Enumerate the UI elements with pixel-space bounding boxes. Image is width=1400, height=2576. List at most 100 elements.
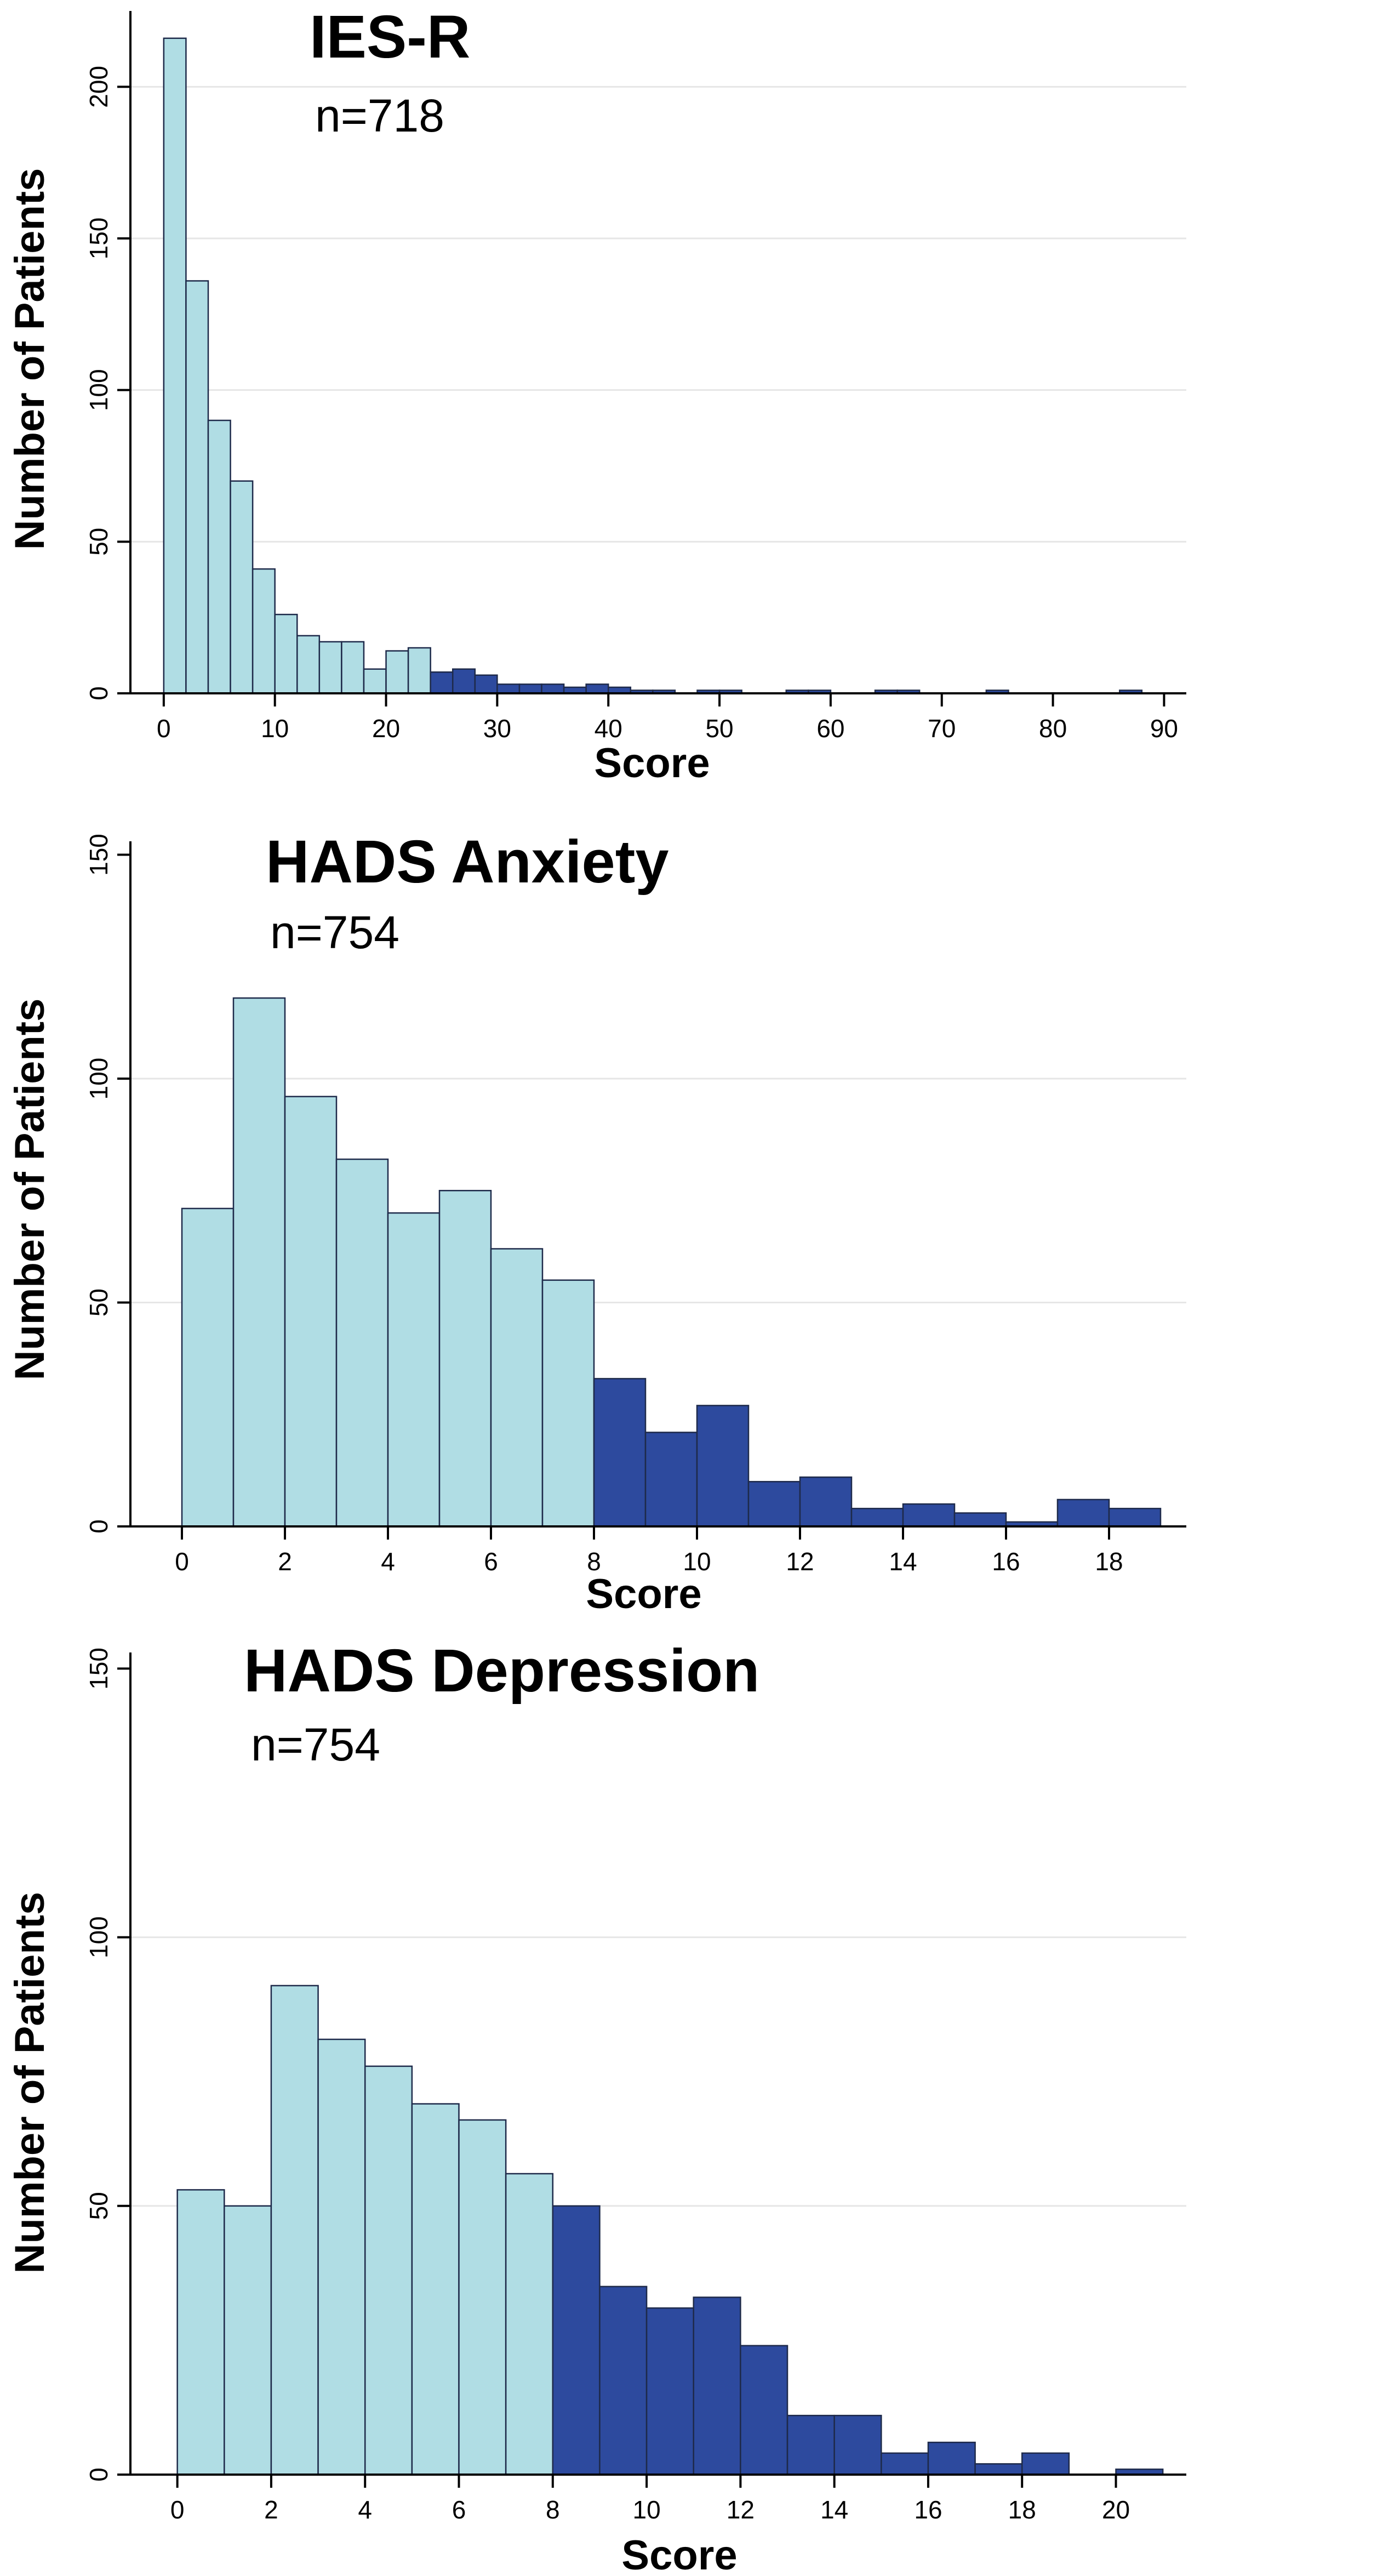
hads-depression-bar xyxy=(645,2307,694,2476)
hads-depression-bar xyxy=(974,2463,1023,2476)
ies-r-x-tick-label: 70 xyxy=(928,714,956,743)
hads-depression-y-axis-title: Number of Patients xyxy=(7,1892,53,2274)
hads-depression-bar xyxy=(317,2038,366,2476)
hads-depression-bar xyxy=(740,2345,788,2476)
ies-r-bar xyxy=(430,671,454,694)
hads-depression-bar xyxy=(881,2452,929,2476)
ies-r-bar xyxy=(474,674,498,694)
hads-depression-subtitle: n=754 xyxy=(251,1719,380,1770)
hads-anxiety-bar xyxy=(1108,1508,1162,1528)
hads-anxiety-y-tick-label: 0 xyxy=(84,1519,113,1534)
ies-r-x-tick-label: 80 xyxy=(1039,714,1067,743)
ies-r-bar xyxy=(185,280,209,694)
hads-depression-bars xyxy=(176,1985,1164,2476)
ies-r-bar xyxy=(385,650,409,694)
ies-r-y-ticks: 0 50 100 150 200 xyxy=(84,66,130,700)
hads-depression-x-axis-title: Score xyxy=(621,2532,737,2576)
hads-depression-title: HADS Depression xyxy=(244,1637,759,1705)
hads-depression-bar xyxy=(693,2296,741,2476)
hads-anxiety-y-tick-label: 150 xyxy=(84,834,113,876)
ies-r-bar xyxy=(518,683,542,694)
hads-depression-x-tick-label: 14 xyxy=(820,2495,848,2524)
hads-anxiety-bar xyxy=(335,1158,389,1528)
ies-r-bar xyxy=(207,419,231,694)
hads-depression-y-tick-label: 0 xyxy=(84,2467,113,2482)
hads-anxiety-y-tick-label: 50 xyxy=(84,1289,113,1317)
hads-depression-y-tick-label: 100 xyxy=(84,1916,113,1958)
ies-r-bar xyxy=(252,568,276,694)
hads-depression-x-tick-label: 6 xyxy=(452,2495,466,2524)
hads-anxiety-x-tick-label: 2 xyxy=(278,1547,292,1576)
hads-anxiety-panel: 0 50 100 150 0 2 4 6 8 10 12 14 16 18 HADS Anxiety n… xyxy=(7,828,1186,1617)
hads-depression-bar xyxy=(833,2414,882,2476)
hads-anxiety-bar xyxy=(799,1476,853,1528)
hads-depression-bar xyxy=(270,1985,319,2476)
hads-anxiety-bar xyxy=(232,997,286,1528)
hads-anxiety-bar xyxy=(902,1503,956,1528)
ies-r-bar xyxy=(341,641,365,694)
ies-r-y-tick-label: 200 xyxy=(84,66,113,108)
hads-anxiety-subtitle: n=754 xyxy=(270,907,399,958)
hads-depression-x-ticks: 0 2 4 6 8 10 12 14 16 18 20 xyxy=(170,2475,1130,2524)
hads-depression-x-tick-label: 10 xyxy=(633,2495,661,2524)
hads-anxiety-bar xyxy=(593,1378,647,1528)
hads-depression-bar xyxy=(599,2286,648,2476)
ies-r-bar xyxy=(407,647,431,694)
ies-r-y-axis-title: Number of Patients xyxy=(7,168,53,550)
hads-anxiety-bars xyxy=(181,997,1162,1528)
ies-r-bar xyxy=(541,683,565,694)
ies-r-x-tick-label: 10 xyxy=(261,714,289,743)
ies-r-subtitle: n=718 xyxy=(315,90,444,141)
hads-depression-y-tick-label: 50 xyxy=(84,2192,113,2220)
hads-depression-bar xyxy=(786,2414,835,2476)
hads-anxiety-axes xyxy=(129,841,1186,1528)
hads-depression-x-tick-label: 16 xyxy=(914,2495,942,2524)
hads-anxiety-bar xyxy=(644,1432,698,1528)
hads-anxiety-bar xyxy=(490,1248,544,1528)
hads-depression-bar xyxy=(552,2205,601,2476)
hads-anxiety-bar xyxy=(387,1212,441,1528)
ies-r-bar xyxy=(496,683,521,694)
ies-r-bar xyxy=(585,683,609,694)
ies-r-y-tick-label: 150 xyxy=(84,218,113,260)
ies-r-y-tick-label: 100 xyxy=(84,369,113,411)
hads-depression-x-tick-label: 20 xyxy=(1102,2495,1130,2524)
hads-depression-bar xyxy=(1021,2452,1070,2476)
hads-anxiety-x-tick-label: 12 xyxy=(786,1547,814,1576)
hads-anxiety-x-tick-label: 6 xyxy=(484,1547,498,1576)
hads-anxiety-title: HADS Anxiety xyxy=(266,828,669,896)
ies-r-x-tick-label: 90 xyxy=(1150,714,1178,743)
hads-depression-bar xyxy=(224,2205,272,2476)
ies-r-x-tick-label: 20 xyxy=(372,714,400,743)
hads-anxiety-x-tick-label: 10 xyxy=(683,1547,711,1576)
hads-anxiety-x-tick-label: 18 xyxy=(1095,1547,1123,1576)
hads-depression-bar xyxy=(927,2441,976,2476)
hads-anxiety-x-tick-label: 4 xyxy=(381,1547,395,1576)
hads-depression-x-tick-label: 4 xyxy=(358,2495,372,2524)
hads-anxiety-y-axis-title: Number of Patients xyxy=(7,999,53,1381)
ies-r-x-tick-label: 0 xyxy=(157,714,171,743)
hads-anxiety-bar xyxy=(181,1207,235,1528)
ies-r-y-tick-label: 0 xyxy=(84,686,113,700)
hads-anxiety-x-axis-title: Score xyxy=(586,1571,701,1617)
ies-r-x-tick-label: 60 xyxy=(816,714,844,743)
hads-anxiety-x-tick-label: 16 xyxy=(992,1547,1020,1576)
hads-depression-y-ticks: 0 50 100 150 xyxy=(84,1648,130,2482)
ies-r-bar xyxy=(274,613,298,694)
ies-r-title: IES-R xyxy=(310,3,470,71)
hads-depression-bar xyxy=(505,2173,554,2476)
hads-depression-y-tick-label: 150 xyxy=(84,1648,113,1690)
ies-r-bar xyxy=(230,480,254,694)
ies-r-panel: 0 50 100 150 200 0 10 20 30 40 50 60 70 80 90 IES-R n… xyxy=(7,3,1186,787)
ies-r-bar xyxy=(363,668,387,694)
hads-depression-axes xyxy=(129,1652,1186,2476)
ies-r-bar xyxy=(318,641,342,694)
ies-r-bar xyxy=(452,668,476,694)
hads-anxiety-x-tick-label: 8 xyxy=(587,1547,601,1576)
hads-depression-x-tick-label: 2 xyxy=(264,2495,278,2524)
ies-r-y-tick-label: 50 xyxy=(84,528,113,556)
hads-anxiety-y-tick-label: 100 xyxy=(84,1058,113,1100)
hads-anxiety-x-tick-label: 0 xyxy=(175,1547,189,1576)
ies-r-axes xyxy=(129,11,1186,694)
hads-anxiety-bar xyxy=(541,1279,595,1528)
